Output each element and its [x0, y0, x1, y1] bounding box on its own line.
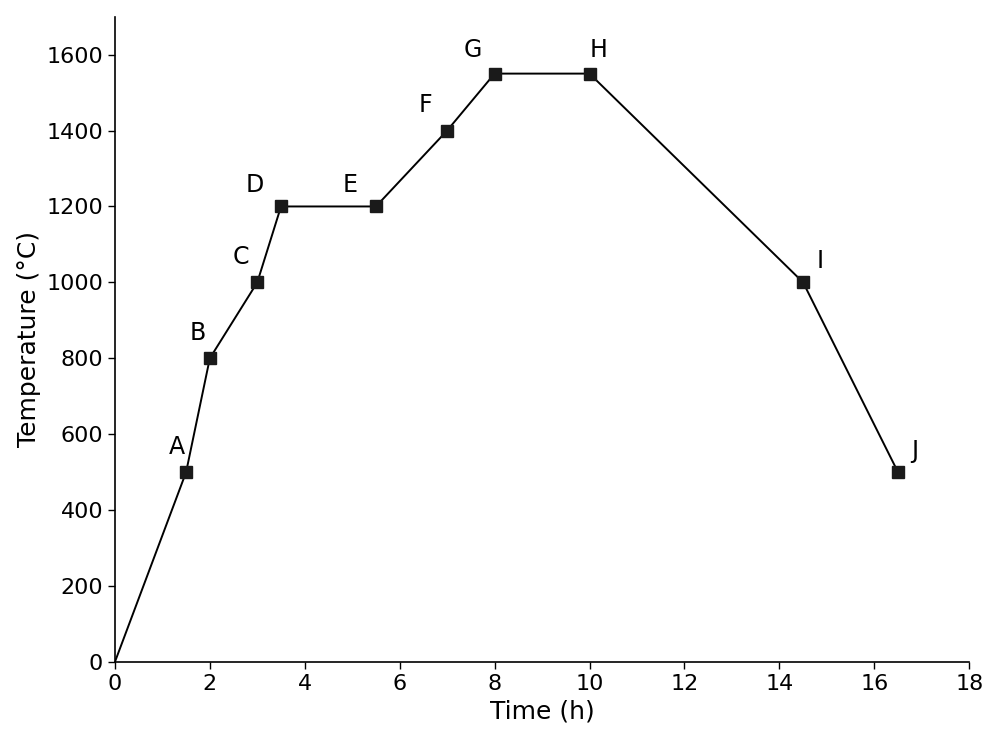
- Text: D: D: [246, 173, 264, 197]
- Text: C: C: [232, 245, 249, 269]
- Text: A: A: [169, 435, 185, 459]
- Y-axis label: Temperature (°C): Temperature (°C): [17, 232, 41, 447]
- Text: H: H: [590, 38, 608, 62]
- Text: B: B: [190, 321, 206, 345]
- Text: E: E: [342, 173, 357, 197]
- Text: F: F: [419, 93, 433, 117]
- Text: I: I: [816, 249, 823, 273]
- Text: G: G: [464, 38, 482, 62]
- Text: J: J: [911, 439, 918, 462]
- X-axis label: Time (h): Time (h): [490, 699, 594, 723]
